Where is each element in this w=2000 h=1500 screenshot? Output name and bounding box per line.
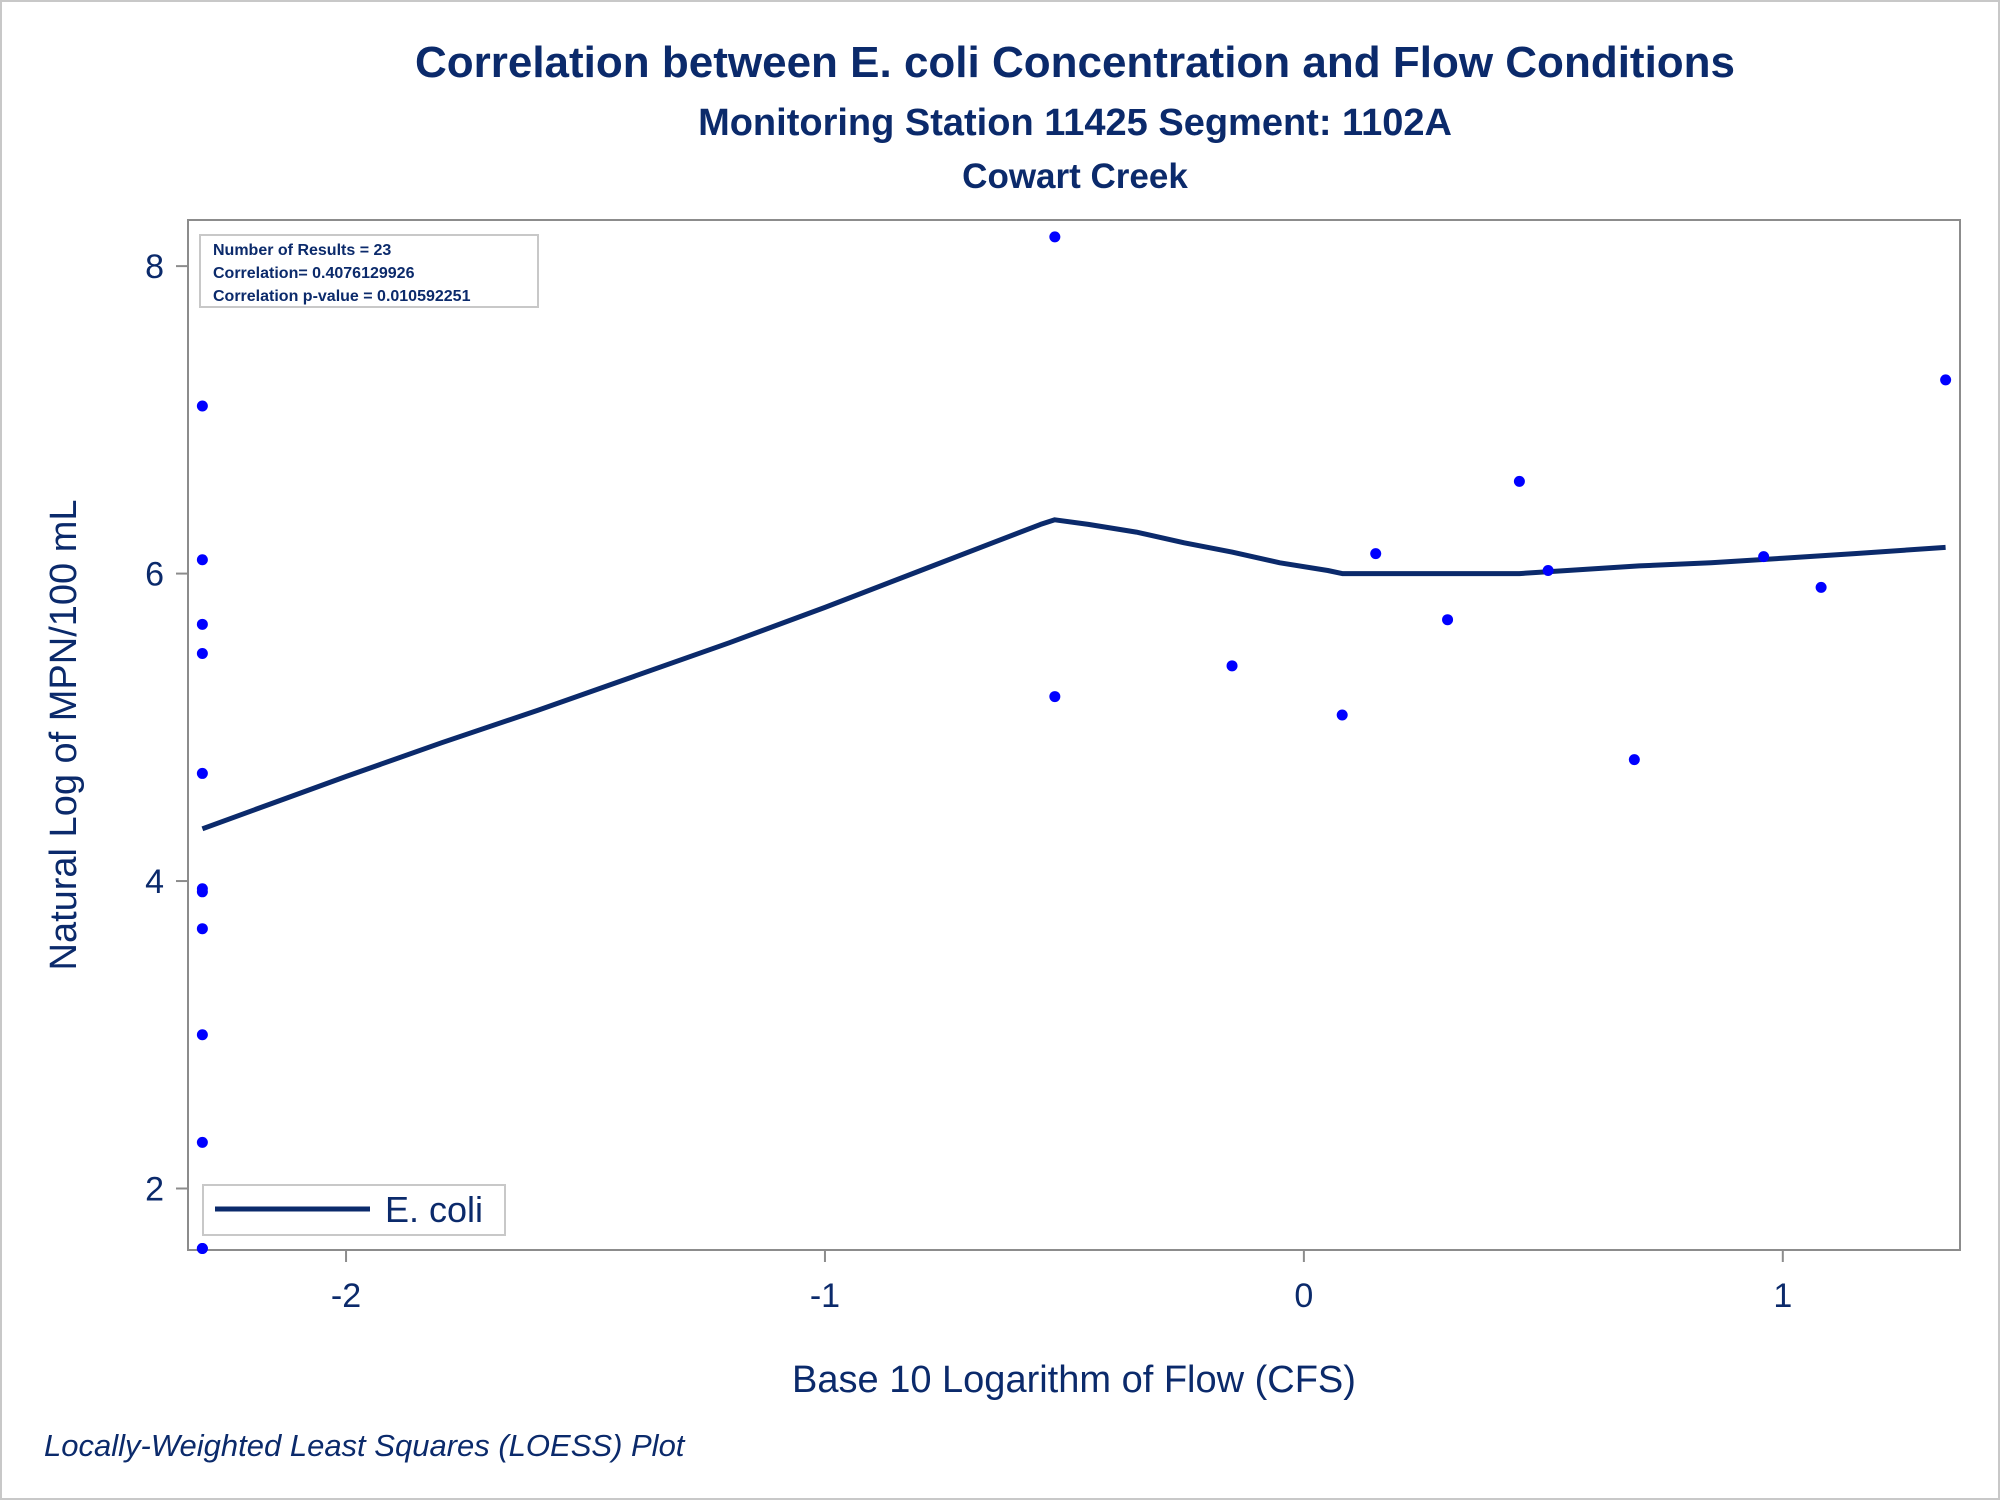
data-point xyxy=(1513,475,1525,487)
data-point xyxy=(1542,565,1554,577)
y-tick-label: 2 xyxy=(145,1171,164,1209)
data-point xyxy=(196,1029,208,1041)
data-point xyxy=(196,400,208,412)
data-point xyxy=(1815,581,1827,593)
data-point xyxy=(1226,660,1238,672)
chart-title: Correlation between E. coli Concentratio… xyxy=(414,38,1736,87)
x-axis-title: Base 10 Logarithm of Flow (CFS) xyxy=(792,1359,1356,1401)
data-point xyxy=(196,1136,208,1148)
data-point xyxy=(196,554,208,566)
stats-count: Number of Results = 23 xyxy=(213,242,391,259)
x-tick-label: -1 xyxy=(810,1277,840,1315)
data-point xyxy=(196,767,208,779)
data-point xyxy=(1370,548,1382,560)
x-tick-label: -2 xyxy=(331,1277,361,1315)
chart-subtitle-2: Cowart Creek xyxy=(962,157,1188,196)
data-point xyxy=(196,923,208,935)
data-point xyxy=(196,1242,208,1254)
legend: E. coli xyxy=(202,1184,506,1236)
data-point xyxy=(1628,754,1640,766)
stats-p-value: Correlation p-value = 0.010592251 xyxy=(213,288,471,305)
data-point xyxy=(1336,709,1348,721)
y-tick-label: 4 xyxy=(145,863,164,901)
data-point xyxy=(196,648,208,660)
x-tick-label: 1 xyxy=(1773,1277,1792,1315)
data-point xyxy=(1049,231,1061,243)
data-point xyxy=(1758,551,1770,563)
stats-correlation: Correlation= 0.4076129926 xyxy=(213,265,415,282)
data-point xyxy=(1940,374,1952,386)
plot-area xyxy=(187,219,1961,1251)
x-tick-label: 0 xyxy=(1294,1277,1313,1315)
loess-fit xyxy=(201,517,1946,832)
chart-subtitle: Monitoring Station 11425 Segment: 1102A xyxy=(698,102,1452,144)
data-points xyxy=(196,231,1952,1254)
data-point xyxy=(1049,691,1061,703)
y-tick-label: 8 xyxy=(145,248,164,286)
axes: -2 -1 0 1 2 4 6 8 xyxy=(145,248,1792,1315)
loess-line-e-coli xyxy=(201,517,1946,832)
y-axis-title: Natural Log of MPN/100 mL xyxy=(43,499,85,970)
stats-inset-box xyxy=(199,234,539,308)
legend-label-e-coli: E. coli xyxy=(385,1189,483,1230)
data-point xyxy=(196,886,208,898)
y-tick-label: 6 xyxy=(145,556,164,594)
data-point xyxy=(196,618,208,630)
stats-inset: Number of Results = 23 Correlation= 0.40… xyxy=(199,234,539,308)
data-point xyxy=(1442,614,1454,626)
footnote: Locally-Weighted Least Squares (LOESS) P… xyxy=(44,1428,685,1463)
